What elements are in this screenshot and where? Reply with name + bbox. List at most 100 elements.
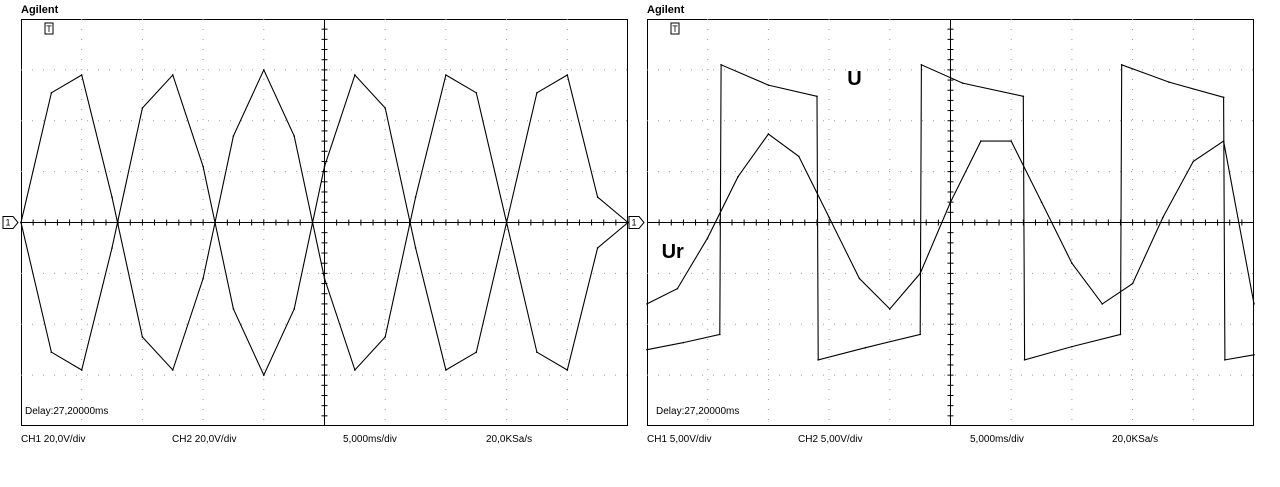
data-point	[414, 196, 417, 198]
data-point	[263, 374, 265, 376]
data-point	[111, 196, 113, 198]
data-point	[767, 84, 770, 86]
data-point	[293, 308, 295, 310]
svg-text:1: 1	[5, 218, 10, 228]
data-point	[949, 201, 952, 203]
data-point	[505, 221, 508, 224]
data-point	[232, 135, 235, 137]
data-point	[1010, 140, 1012, 142]
data-point	[414, 247, 417, 249]
ch2-scale: CH2 5,00V/div	[798, 434, 863, 445]
waveform-plot: T 1 U Ur	[628, 19, 1255, 426]
ground-marker-icon: 1	[628, 216, 645, 229]
sample-rate: 20,0KSa/s	[486, 434, 533, 445]
svg-text:T: T	[672, 24, 678, 34]
data-point	[920, 63, 923, 66]
data-point	[919, 333, 921, 336]
data-point	[1162, 216, 1164, 219]
data-point	[596, 247, 599, 249]
ch1-scale: CH1 20,0V/div	[21, 434, 86, 445]
data-point	[980, 140, 982, 142]
ch1-scale: CH1 5,00V/div	[647, 434, 712, 445]
annotation-ur: Ur	[662, 241, 684, 263]
data-point	[889, 308, 891, 310]
data-point	[1071, 345, 1073, 348]
data-point	[646, 303, 648, 305]
data-point	[817, 359, 819, 361]
data-point	[858, 277, 861, 280]
data-point	[706, 236, 709, 239]
data-point	[354, 369, 356, 371]
data-point	[676, 287, 679, 290]
data-point	[171, 369, 174, 371]
data-point	[767, 133, 770, 135]
graticule	[647, 19, 1254, 426]
data-point	[263, 69, 265, 71]
data-point	[1253, 303, 1255, 305]
data-point	[1071, 262, 1073, 264]
data-point	[475, 91, 478, 94]
data-point	[141, 336, 144, 338]
data-point	[232, 308, 235, 310]
data-point	[596, 196, 599, 198]
data-point	[445, 369, 447, 371]
data-point	[1222, 140, 1225, 142]
data-point	[1192, 160, 1195, 163]
brand-label: Agilent	[647, 4, 685, 16]
data-point	[1168, 81, 1170, 83]
data-point	[1119, 333, 1122, 336]
data-point	[20, 221, 22, 224]
data-point	[816, 95, 818, 98]
data-point	[1040, 201, 1043, 203]
data-point	[646, 348, 648, 351]
data-point	[1253, 353, 1255, 356]
ch2-scale: CH2 20,0V/div	[172, 434, 237, 445]
data-point	[1023, 359, 1026, 361]
data-point	[864, 346, 867, 349]
sample-rate: 20,0KSa/s	[1112, 434, 1159, 445]
svg-text:T: T	[46, 24, 52, 34]
data-point	[682, 341, 685, 344]
data-point	[719, 333, 721, 336]
brand-label: Agilent	[21, 4, 59, 16]
data-point	[80, 369, 83, 371]
data-point	[627, 221, 629, 224]
data-point	[50, 351, 53, 354]
data-point	[384, 107, 387, 109]
data-point	[171, 74, 174, 76]
data-point	[1120, 63, 1123, 66]
timebase: 5,000ms/div	[343, 434, 397, 445]
graticule	[21, 19, 628, 426]
waveform-plot: T1	[2, 19, 629, 426]
data-point	[384, 336, 387, 338]
data-point	[111, 247, 113, 249]
data-point	[1222, 96, 1225, 99]
data-point	[961, 82, 964, 84]
data-point	[566, 369, 569, 371]
timebase: 5,000ms/div	[970, 434, 1024, 445]
data-point	[1224, 359, 1226, 361]
data-point	[1022, 95, 1025, 98]
trigger-marker-icon: T	[44, 22, 54, 35]
annotation-u: U	[847, 68, 861, 90]
data-point	[737, 175, 739, 178]
data-point	[445, 74, 447, 76]
data-point	[536, 351, 538, 354]
data-point	[202, 165, 204, 168]
data-point	[475, 351, 478, 354]
data-point	[202, 277, 204, 280]
data-point	[1101, 303, 1104, 305]
ground-marker-icon: 1	[2, 216, 19, 229]
data-point	[828, 216, 830, 219]
delay-readout: Delay:27,20000ms	[655, 406, 741, 417]
delay-readout: Delay:27,20000ms	[24, 406, 110, 417]
data-point	[293, 135, 295, 137]
data-point	[323, 277, 326, 280]
data-point	[720, 63, 722, 66]
data-point	[323, 165, 326, 168]
data-point	[354, 74, 356, 76]
data-point	[80, 74, 83, 76]
data-point	[50, 91, 53, 94]
data-point	[141, 107, 144, 109]
